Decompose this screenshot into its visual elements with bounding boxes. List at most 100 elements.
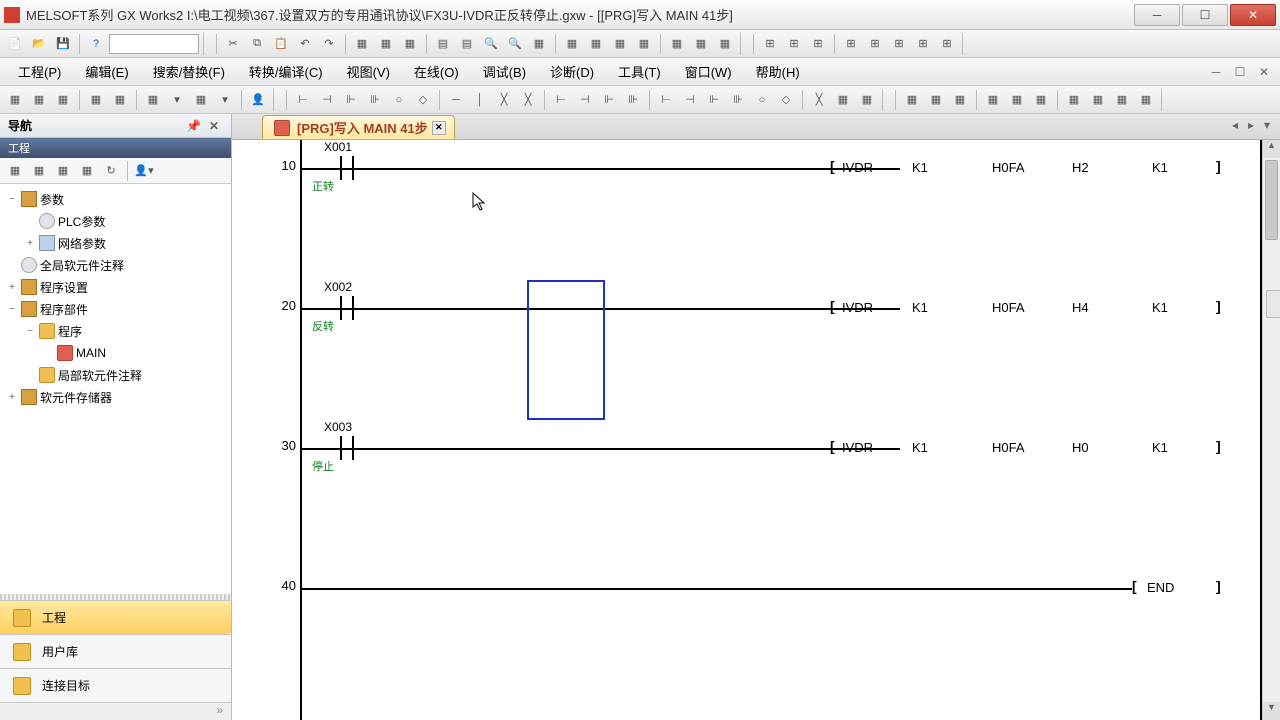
ld-x1[interactable]: ╳: [808, 89, 830, 111]
save-button[interactable]: 💾: [52, 33, 74, 55]
tree-node-5[interactable]: −程序部件: [0, 298, 231, 320]
contact[interactable]: [332, 436, 362, 460]
tb-w[interactable]: ⊞: [936, 33, 958, 55]
ld-caf5[interactable]: ⊢: [655, 89, 677, 111]
tb-u[interactable]: ⊞: [888, 33, 910, 55]
contact[interactable]: [332, 156, 362, 180]
paste-button[interactable]: 📋: [270, 33, 292, 55]
nav-tb-4[interactable]: ▦: [76, 160, 98, 182]
tb-s[interactable]: ⊞: [840, 33, 862, 55]
tb-b[interactable]: ▦: [375, 33, 397, 55]
redo-button[interactable]: ↷: [318, 33, 340, 55]
nav-tb-5[interactable]: ↻: [100, 160, 122, 182]
nav-bottom-0[interactable]: 工程: [0, 600, 231, 634]
t2-d[interactable]: ▦: [85, 89, 107, 111]
tree-node-7[interactable]: MAIN: [0, 342, 231, 364]
ld-z2[interactable]: ▦: [1087, 89, 1109, 111]
toolbar-combo[interactable]: [109, 34, 199, 54]
ld-y6[interactable]: ▦: [1030, 89, 1052, 111]
nav-bottom-1[interactable]: 用户库: [0, 634, 231, 668]
tab-close-button[interactable]: ✕: [432, 121, 446, 135]
tab-menu-button[interactable]: ▾: [1260, 118, 1274, 132]
ld-caf7[interactable]: ⊩: [703, 89, 725, 111]
ld-caf10[interactable]: ◇: [775, 89, 797, 111]
copy-button[interactable]: ⧉: [246, 33, 268, 55]
menu-item-5[interactable]: 在线(O): [404, 58, 469, 85]
tb-l[interactable]: ▦: [633, 33, 655, 55]
tb-p[interactable]: ⊞: [759, 33, 781, 55]
tree-node-9[interactable]: +软元件存储器: [0, 386, 231, 408]
tab-next-button[interactable]: ▸: [1244, 118, 1258, 132]
t2-a[interactable]: ▦: [4, 89, 26, 111]
ld-sf7[interactable]: ╳: [493, 89, 515, 111]
t2-i[interactable]: ▾: [214, 89, 236, 111]
t2-e[interactable]: ▦: [109, 89, 131, 111]
tb-g[interactable]: 🔍: [504, 33, 526, 55]
ld-f7[interactable]: ⊩: [340, 89, 362, 111]
menu-item-0[interactable]: 工程(P): [8, 58, 71, 85]
menu-item-10[interactable]: 帮助(H): [746, 58, 810, 85]
ld-f9[interactable]: ○: [388, 89, 410, 111]
menu-item-3[interactable]: 转换/编译(C): [239, 58, 333, 85]
scroll-thumb[interactable]: [1265, 160, 1278, 240]
tree-node-1[interactable]: PLC参数: [0, 210, 231, 232]
tree-node-6[interactable]: −程序: [0, 320, 231, 342]
pin-button[interactable]: 📌: [182, 119, 205, 133]
contact[interactable]: [332, 296, 362, 320]
ld-sf8[interactable]: ╳: [517, 89, 539, 111]
tb-f[interactable]: 🔍: [480, 33, 502, 55]
ld-af6[interactable]: ⊣: [574, 89, 596, 111]
tree-node-3[interactable]: 全局软元件注释: [0, 254, 231, 276]
minimize-button[interactable]: ─: [1134, 4, 1180, 26]
tb-j[interactable]: ▦: [585, 33, 607, 55]
scroll-down-button[interactable]: ▼: [1263, 702, 1280, 720]
t2-c[interactable]: ▦: [52, 89, 74, 111]
scroll-up-button[interactable]: ▲: [1263, 140, 1280, 158]
menu-item-9[interactable]: 窗口(W): [675, 58, 742, 85]
ld-sf5[interactable]: ─: [445, 89, 467, 111]
help-button[interactable]: ?: [85, 33, 107, 55]
t2-b[interactable]: ▦: [28, 89, 50, 111]
tb-r[interactable]: ⊞: [807, 33, 829, 55]
ld-y1[interactable]: ▦: [901, 89, 923, 111]
ld-z3[interactable]: ▦: [1111, 89, 1133, 111]
new-button[interactable]: 📄: [4, 33, 26, 55]
ld-f8[interactable]: ⊪: [364, 89, 386, 111]
cut-button[interactable]: ✂: [222, 33, 244, 55]
menu-item-4[interactable]: 视图(V): [337, 58, 400, 85]
tb-i[interactable]: ▦: [561, 33, 583, 55]
menu-item-7[interactable]: 诊断(D): [540, 58, 604, 85]
ld-caf8[interactable]: ⊪: [727, 89, 749, 111]
tb-t[interactable]: ⊞: [864, 33, 886, 55]
menu-item-1[interactable]: 编辑(E): [75, 58, 138, 85]
ld-z1[interactable]: ▦: [1063, 89, 1085, 111]
menu-item-8[interactable]: 工具(T): [608, 58, 671, 85]
t2-g[interactable]: ▾: [166, 89, 188, 111]
t2-h[interactable]: ▦: [190, 89, 212, 111]
mdi-min-button[interactable]: ─: [1208, 65, 1224, 79]
side-tab[interactable]: [1266, 290, 1280, 318]
tree-node-8[interactable]: 局部软元件注释: [0, 364, 231, 386]
tb-h[interactable]: ▦: [528, 33, 550, 55]
nav-tb-6[interactable]: 👤▾: [133, 160, 155, 182]
tb-q[interactable]: ⊞: [783, 33, 805, 55]
ld-y5[interactable]: ▦: [1006, 89, 1028, 111]
mdi-restore-button[interactable]: ☐: [1232, 65, 1248, 79]
open-button[interactable]: 📂: [28, 33, 50, 55]
ld-f10[interactable]: ◇: [412, 89, 434, 111]
tb-k[interactable]: ▦: [609, 33, 631, 55]
nav-tb-2[interactable]: ▦: [28, 160, 50, 182]
tb-o[interactable]: ▦: [714, 33, 736, 55]
ld-y3[interactable]: ▦: [949, 89, 971, 111]
document-tab[interactable]: [PRG]写入 MAIN 41步 ✕: [262, 115, 455, 139]
menu-item-2[interactable]: 搜索/替换(F): [143, 58, 235, 85]
ld-f6[interactable]: ⊣: [316, 89, 338, 111]
tree-node-0[interactable]: −参数: [0, 188, 231, 210]
ld-af7[interactable]: ⊩: [598, 89, 620, 111]
ld-x2[interactable]: ▦: [832, 89, 854, 111]
ld-y4[interactable]: ▦: [982, 89, 1004, 111]
tree-node-4[interactable]: +程序设置: [0, 276, 231, 298]
ld-z4[interactable]: ▦: [1135, 89, 1157, 111]
tb-d[interactable]: ▤: [432, 33, 454, 55]
ladder-editor[interactable]: ▲ ▼ 10X001正转[IVDRK1H0FAH2K1]20X002反转[IVD…: [232, 140, 1280, 720]
